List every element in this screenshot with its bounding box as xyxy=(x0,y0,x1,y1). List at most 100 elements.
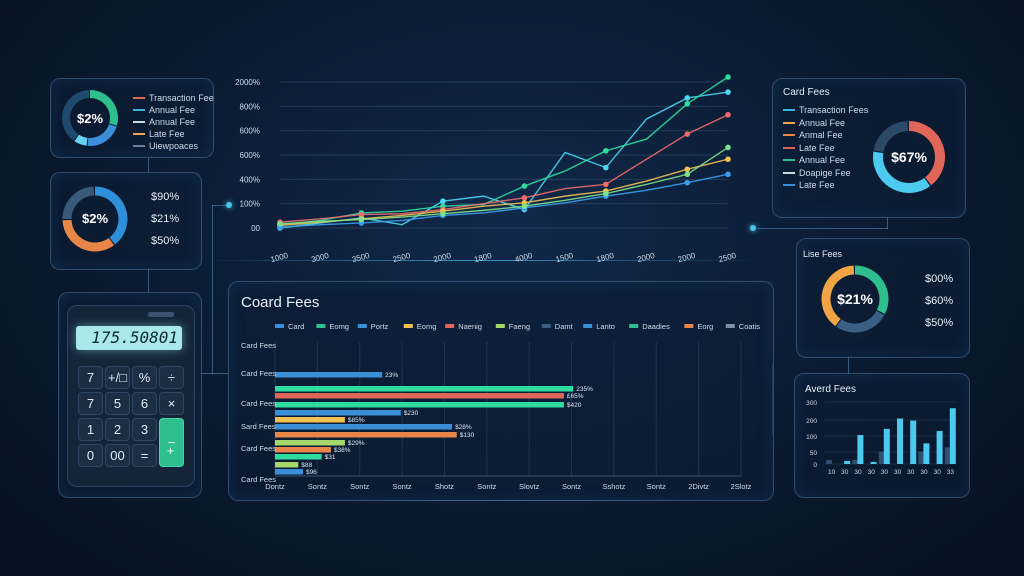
line-chart-y-tick: 600% xyxy=(240,127,260,136)
legend-swatch xyxy=(133,121,145,123)
card-fees-title: Card Fees xyxy=(783,87,830,98)
calculator-key[interactable]: 2 xyxy=(105,418,130,441)
calculator-key[interactable]: ÷ xyxy=(159,366,184,389)
line-chart-y-tick: 00 xyxy=(251,224,260,233)
calculator-key[interactable]: 7 xyxy=(78,366,103,389)
coard-fees-title: Coard Fees xyxy=(241,294,320,311)
lise-fees-title: Lise Fees xyxy=(803,249,843,259)
line-chart-point xyxy=(725,74,731,80)
calculator-key[interactable]: × xyxy=(159,392,184,415)
connector-wire xyxy=(848,356,849,374)
legend-label: Annual Fee xyxy=(149,105,196,115)
lise-fees-donut-slice xyxy=(854,265,889,314)
calculator-key[interactable]: − xyxy=(159,418,184,467)
bar-chart-x-tick: Sontz xyxy=(647,482,666,491)
coard-fees-bar-label: $38% xyxy=(334,447,351,454)
legend-label: Anmal Fee xyxy=(799,130,843,140)
line-chart-point xyxy=(684,101,691,107)
bar-legend-label: Damt xyxy=(555,322,574,331)
averd-x-tick: 10 xyxy=(828,469,836,476)
averd-y-tick: 0 xyxy=(813,462,817,469)
averd-bar xyxy=(944,447,951,464)
bar-chart-y-label: Card Fees xyxy=(241,475,276,484)
calculator-key[interactable]: +/□ xyxy=(105,366,130,389)
coard-fees-bar-label: $96 xyxy=(306,469,317,476)
top-left-donut-slice xyxy=(62,90,90,141)
averd-bar xyxy=(857,435,864,464)
calculator-key[interactable]: 0 xyxy=(78,444,103,467)
calculator-key[interactable]: 7 xyxy=(78,392,103,415)
calculator-key[interactable]: 1 xyxy=(78,418,103,441)
calculator-key[interactable]: 3 xyxy=(132,418,157,441)
card-fees-donut-panel: Card Fees Transaction Fees Annual Fee Anma… xyxy=(772,78,966,218)
card-fees-donut xyxy=(873,121,945,193)
line-chart-x-tick: 1000 xyxy=(270,251,290,264)
line-chart-x-tick: 2500 xyxy=(718,251,738,264)
line-chart-y-tick: 400% xyxy=(240,175,260,184)
coard-fees-bar xyxy=(275,372,383,378)
mid-left-value-1: $90% xyxy=(151,191,180,203)
bar-legend-label: Coatis xyxy=(739,322,761,331)
legend-label: Late Fee xyxy=(799,142,835,153)
line-chart-x-tick: 1800 xyxy=(473,251,493,264)
bar-chart-y-label: Card Fees xyxy=(241,399,276,408)
line-chart-point xyxy=(521,203,528,209)
card-fees-legend-item: Late Fee xyxy=(783,143,835,153)
line-chart-x-tick: 2000 xyxy=(433,251,453,264)
card-fees-donut-slice xyxy=(908,121,945,186)
averd-y-tick: 300 xyxy=(806,400,817,407)
line-chart-x-tick: 3000 xyxy=(310,251,330,264)
bar-chart-x-tick: Slovtz xyxy=(519,482,540,491)
top-left-donut-slice xyxy=(89,90,118,126)
bar-chart-x-tick: Sshotz xyxy=(602,482,625,491)
averd-fees-panel: Averd Fees 300 200 100 50 0 10 30 30 30 30 30 30 30… xyxy=(794,373,970,498)
averd-bar xyxy=(852,459,859,464)
bar-chart-x-tick: Sontz xyxy=(477,482,496,491)
bar-legend-swatch xyxy=(583,324,593,328)
averd-bar xyxy=(910,420,917,464)
bar-chart-y-label: Sard Fees xyxy=(241,422,276,431)
legend-label: Late Fee xyxy=(799,180,835,190)
line-chart-x-tick: 2000 xyxy=(677,251,697,264)
averd-fees-bar-chart: 300 200 100 50 0 10 30 30 30 30 30 30 30 30 33 xyxy=(806,400,957,476)
averd-x-tick: 33 xyxy=(947,469,955,476)
mid-left-value-3: $50% xyxy=(151,235,180,247)
legend-swatch xyxy=(783,171,795,174)
calculator-key[interactable]: 5 xyxy=(105,392,130,415)
line-chart-point xyxy=(725,111,731,118)
line-chart-point xyxy=(684,131,691,137)
line-chart-point xyxy=(684,95,691,101)
averd-bar xyxy=(883,428,890,464)
calculator-key[interactable]: 00 xyxy=(105,444,130,467)
lise-fees-donut-slice xyxy=(821,265,855,327)
connector-wire xyxy=(148,158,149,172)
line-chart-point xyxy=(603,164,609,171)
mid-left-value-2: $21% xyxy=(151,213,180,225)
mid-left-donut-slice xyxy=(62,186,95,220)
coard-fees-bar xyxy=(275,462,299,468)
connector-wire xyxy=(887,217,888,229)
card-fees-donut-slice xyxy=(873,121,909,153)
card-fees-donut-slice xyxy=(873,151,931,193)
lise-value-1: $00% xyxy=(925,273,954,285)
bar-legend-label: Naenig xyxy=(458,322,482,331)
calculator-key[interactable]: = xyxy=(132,444,157,467)
coard-fees-bar xyxy=(275,424,453,430)
bar-legend-label: Card xyxy=(288,322,304,331)
line-chart-point xyxy=(603,148,609,154)
bar-chart-x-tick: Sontz xyxy=(308,482,327,491)
line-chart-point xyxy=(725,89,731,95)
bar-legend-label: Eorg xyxy=(697,322,713,331)
coard-fees-bar-label: $29% xyxy=(348,440,365,447)
calculator-key[interactable]: % xyxy=(132,366,157,389)
calculator-key[interactable]: 6 xyxy=(132,392,157,415)
bar-legend-label: Eomg xyxy=(329,322,349,331)
line-chart-x-tick: 2500 xyxy=(392,251,412,264)
legend-swatch xyxy=(783,159,795,161)
card-fees-legend-item: Annual Fee xyxy=(783,118,845,128)
legend-swatch xyxy=(783,121,795,124)
calculator-body: 175.50801 7 +/□% ÷ 7 5 6 × 1 2 3−0 00 = + xyxy=(67,305,195,487)
coard-fees-bar-label: $230 xyxy=(404,410,419,417)
coard-fees-bar xyxy=(275,417,345,423)
top-left-donut-legend-item: Uiewpoaces xyxy=(133,141,198,151)
